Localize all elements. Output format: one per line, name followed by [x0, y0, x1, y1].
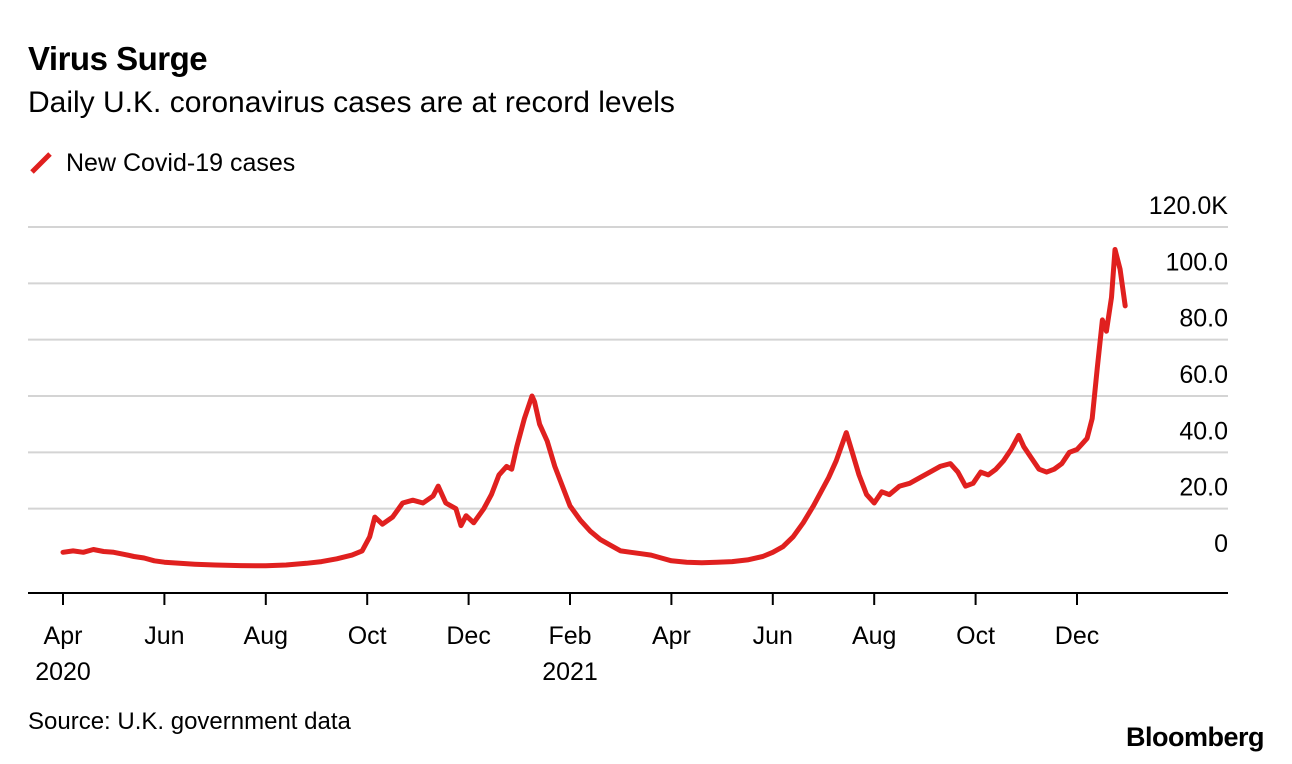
x-tick-label: Dec	[1055, 622, 1099, 650]
legend: New Covid-19 cases	[28, 148, 295, 178]
y-tick-label: 120.0K	[1149, 192, 1229, 220]
y-axis-labels: 120.0K 100.0 80.0 60.0 40.0 20.0 0	[1149, 192, 1229, 558]
x-tick-label: Aug	[852, 622, 896, 650]
bloomberg-logo: Bloomberg	[1125, 722, 1265, 752]
x-tick-label: Feb	[548, 622, 591, 650]
x-tick-label: Jun	[144, 622, 184, 650]
x-tick-label: Dec	[446, 622, 490, 650]
source-note: Source: U.K. government data	[28, 708, 351, 735]
y-tick-label: 80.0	[1179, 305, 1228, 333]
grid-lines	[28, 226, 1228, 510]
y-tick-label: 20.0	[1179, 474, 1228, 502]
x-tick-label: Jun	[753, 622, 793, 650]
x-tick-year-label: 2021	[542, 658, 598, 686]
legend-label: New Covid-19 cases	[66, 148, 296, 177]
x-tick-label: Oct	[956, 622, 995, 650]
x-axis: Apr 2020 Jun Aug Oct Dec Feb 2021 Apr Jun Aug Oct De…	[35, 593, 1099, 686]
x-tick-year-label: 2020	[35, 658, 91, 686]
legend-line-swatch	[30, 152, 52, 174]
x-tick-label: Apr	[652, 622, 691, 650]
chart-title: Virus Surge	[28, 40, 208, 77]
y-tick-label: 0	[1214, 530, 1228, 558]
series-line-new-cases	[60, 247, 1128, 569]
x-tick-label: Oct	[348, 622, 387, 650]
y-tick-label: 100.0	[1165, 248, 1228, 276]
chart-subtitle: Daily U.K. coronavirus cases are at reco…	[28, 86, 675, 119]
series	[60, 247, 1128, 569]
y-tick-label: 40.0	[1179, 417, 1228, 445]
y-tick-label: 60.0	[1179, 361, 1228, 389]
x-tick-label: Apr	[44, 622, 83, 650]
x-tick-label: Aug	[244, 622, 288, 650]
